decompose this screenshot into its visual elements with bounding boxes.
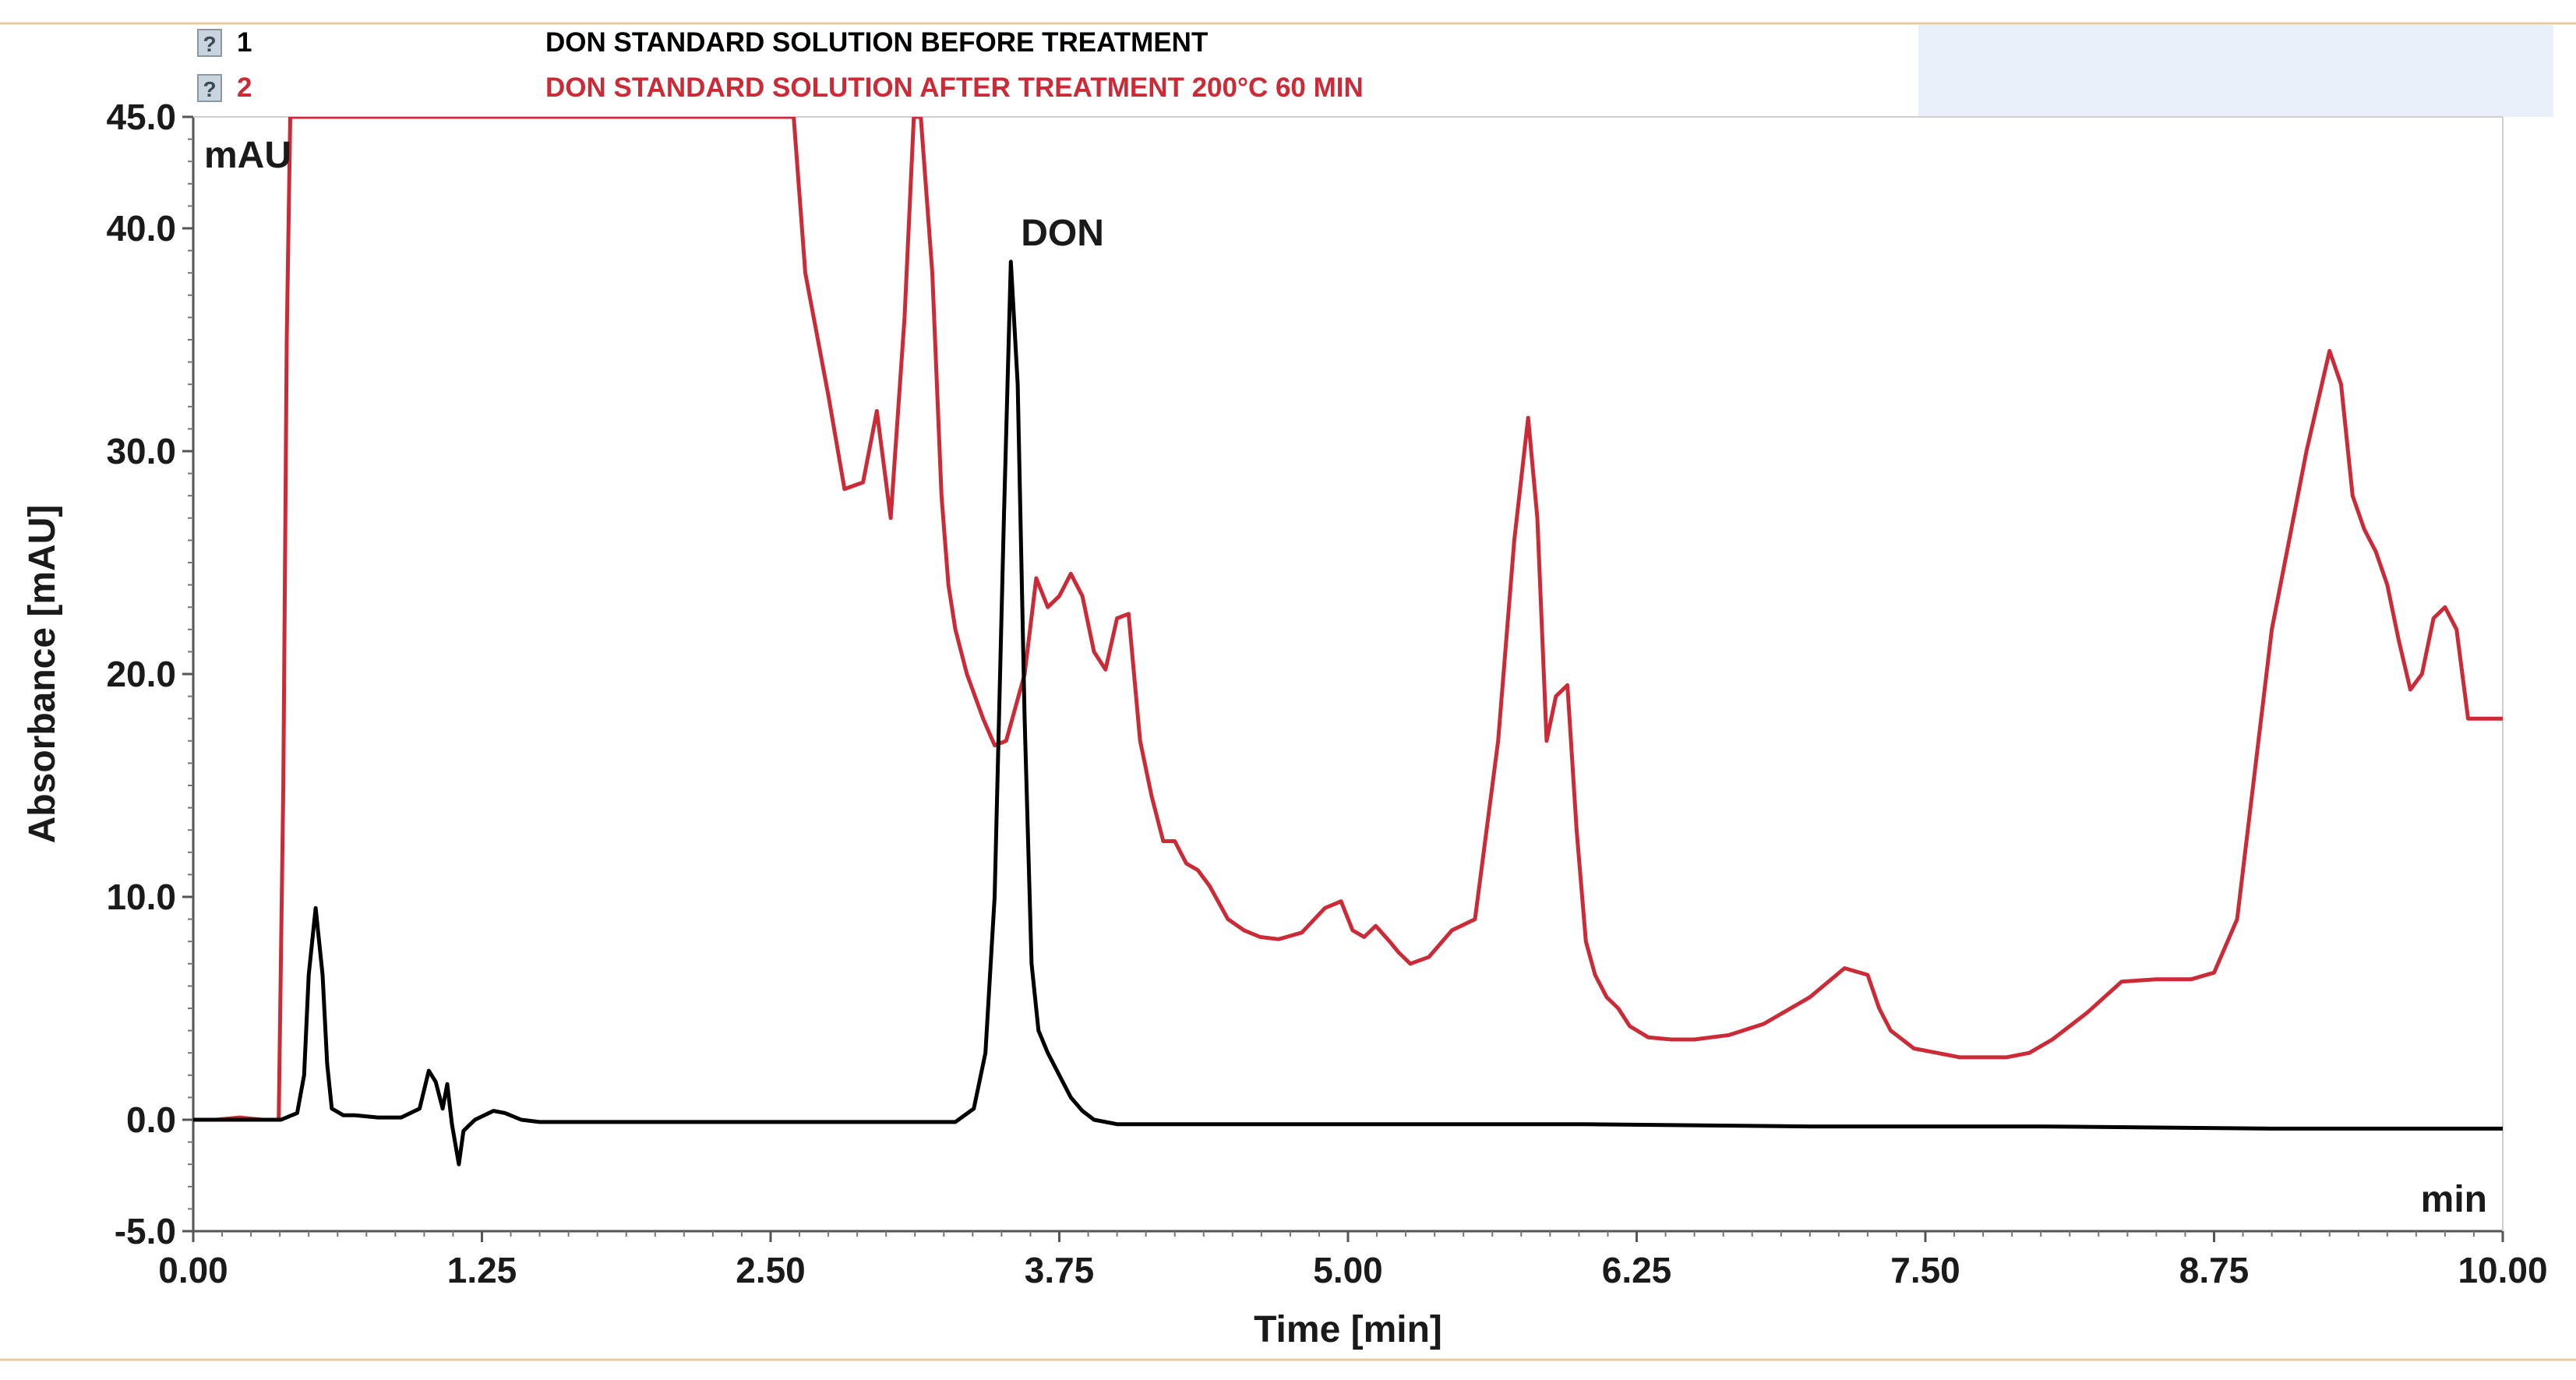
y-tick-label: -5.0 <box>115 1211 176 1251</box>
x-tick-label: 0.00 <box>158 1250 228 1290</box>
x-unit-label: min <box>2421 1179 2487 1220</box>
x-tick-label: 10.00 <box>2458 1250 2547 1290</box>
y-tick-label: 20.0 <box>106 654 176 694</box>
y-tick-label: 10.0 <box>106 877 176 917</box>
legend-side-panel <box>1918 25 2553 117</box>
x-tick-label: 8.75 <box>2179 1250 2250 1290</box>
legend-label: DON STANDARD SOLUTION AFTER TREATMENT 20… <box>545 72 1364 103</box>
x-tick-label: 2.50 <box>736 1250 806 1290</box>
y-tick-label: 45.0 <box>106 97 176 137</box>
y-unit-label: mAU <box>204 135 291 176</box>
unknown-status-icon <box>197 74 222 102</box>
unknown-status-icon-glyph: ? <box>203 77 216 101</box>
peak-annotation-don: DON <box>1021 213 1104 254</box>
legend: ? 1 DON STANDARD SOLUTION BEFORE TREATMENT… <box>197 27 1364 103</box>
series-line-2 <box>193 117 2503 1122</box>
legend-id: 2 <box>237 72 252 103</box>
x-tick-label: 6.25 <box>1602 1250 1672 1290</box>
series-line-1 <box>193 259 2503 1166</box>
axis-labels: Time [min] Absorbance [mAU] mAU min DON <box>22 135 2487 1350</box>
legend-id: 1 <box>237 27 252 58</box>
y-tick-label: 40.0 <box>106 208 176 249</box>
axes: -5.0 0.0 10.0 20.0 30.0 40.0 45.0 0.00 1.25 2.50 3… <box>106 97 2547 1290</box>
x-tick-label: 1.25 <box>447 1250 517 1290</box>
x-tick-label: 7.50 <box>1890 1250 1960 1290</box>
legend-background <box>23 25 1918 117</box>
x-tick-label: 5.00 <box>1313 1250 1383 1290</box>
unknown-status-icon <box>197 29 222 57</box>
x-tick-label: 3.75 <box>1025 1250 1095 1290</box>
legend-entry-2: ? 2 DON STANDARD SOLUTION AFTER TREATMENT … <box>197 72 1364 103</box>
legend-label: DON STANDARD SOLUTION BEFORE TREATMENT <box>545 27 1208 58</box>
x-axis-title: Time [min] <box>1254 1309 1442 1350</box>
unknown-status-icon-glyph: ? <box>203 32 216 56</box>
y-tick-label: 30.0 <box>106 431 176 471</box>
y-tick-label: 0.0 <box>126 1099 176 1140</box>
legend-entry-1: ? 1 DON STANDARD SOLUTION BEFORE TREATMENT <box>197 27 1208 58</box>
y-axis-title: Absorbance [mAU] <box>22 505 63 844</box>
